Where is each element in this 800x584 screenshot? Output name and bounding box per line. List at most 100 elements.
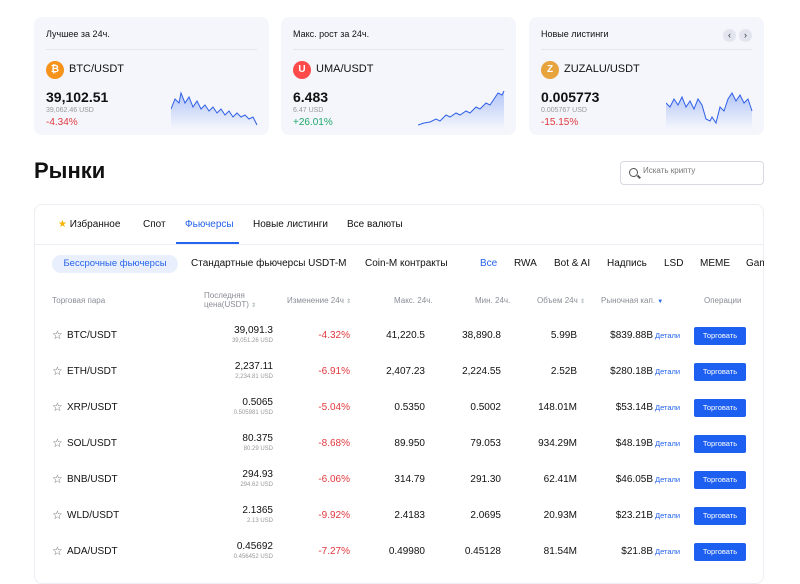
table-row[interactable]: ☆ WLD/USDT 2.1365 2.13 USD -9.92% 2.4183 2.069… bbox=[34, 500, 764, 536]
details-link[interactable]: Детали bbox=[655, 403, 681, 412]
trade-button[interactable]: Торговать bbox=[694, 399, 746, 417]
chevron-left-icon[interactable]: ‹ bbox=[723, 29, 736, 42]
row-high: 2.4183 bbox=[394, 510, 425, 521]
filter-all[interactable]: Все bbox=[480, 258, 498, 269]
sort-desc-icon: ▼ bbox=[657, 299, 664, 305]
details-link[interactable]: Детали bbox=[655, 439, 681, 448]
row-market-cap: $46.05B bbox=[615, 474, 653, 485]
card-new-listings[interactable]: Новые листинги ‹ › Z ZUZALU/USDT 0.00577… bbox=[529, 17, 764, 135]
chevron-right-icon[interactable]: › bbox=[739, 29, 752, 42]
favorite-star-icon[interactable]: ☆ bbox=[52, 328, 63, 342]
row-high: 0.5350 bbox=[394, 402, 425, 413]
tab-futures[interactable]: Фьючерсы bbox=[185, 219, 234, 230]
subtab-perpetual[interactable]: Бессрочные фьючерсы bbox=[52, 255, 178, 273]
row-last-price-usd: 0.456452 USD bbox=[233, 554, 273, 560]
row-last-price-usd: 0.505981 USD bbox=[233, 410, 273, 416]
row-change: -6.06% bbox=[318, 474, 350, 485]
search-box[interactable] bbox=[620, 161, 764, 185]
trade-button[interactable]: Торговать bbox=[694, 471, 746, 489]
details-link[interactable]: Детали bbox=[655, 367, 681, 376]
card-title: Лучшее за 24ч. bbox=[46, 29, 110, 39]
row-last-price-usd: 80.29 USD bbox=[243, 446, 273, 452]
filter-lsd[interactable]: LSD bbox=[664, 258, 684, 269]
filter-bot-ai[interactable]: Bot & AI bbox=[554, 258, 591, 269]
row-last-price: 2,237.11 bbox=[234, 361, 273, 372]
details-link[interactable]: Детали bbox=[655, 331, 681, 340]
filter-meme[interactable]: MEME bbox=[700, 258, 730, 269]
card-title: Макс. рост за 24ч. bbox=[293, 29, 370, 39]
subtab-coin-m[interactable]: Coin-M контракты bbox=[365, 258, 448, 269]
row-change: -8.68% bbox=[318, 438, 350, 449]
filter-inscription[interactable]: Надпись bbox=[607, 258, 647, 269]
table-row[interactable]: ☆ SOL/USDT 80.375 80.29 USD -8.68% 89.950 79.0… bbox=[34, 428, 764, 464]
favorite-star-icon[interactable]: ☆ bbox=[52, 508, 63, 522]
row-pair: ADA/USDT bbox=[67, 546, 118, 557]
card-price-usd: 6.47 USD bbox=[293, 107, 324, 114]
search-input[interactable] bbox=[643, 166, 758, 175]
card-price-usd: 0.005767 USD bbox=[541, 107, 587, 114]
row-market-cap: $839.88B bbox=[610, 330, 653, 341]
filter-gaming[interactable]: Gam bbox=[746, 258, 764, 269]
header-last-price[interactable]: Последняя цена(USDT) ⇕ bbox=[204, 291, 257, 309]
tab-spot[interactable]: Спот bbox=[143, 219, 166, 230]
favorite-star-icon[interactable]: ☆ bbox=[52, 544, 63, 558]
table-row[interactable]: ☆ ADA/USDT 0.45692 0.456452 USD -7.27% 0.4998… bbox=[34, 536, 764, 572]
table-row[interactable]: ☆ BNB/USDT 294.93 294.62 USD -6.06% 314.79 291… bbox=[34, 464, 764, 500]
card-best-24h[interactable]: Лучшее за 24ч. ₿ BTC/USDT 39,102.51 39,0… bbox=[34, 17, 269, 135]
favorite-star-icon[interactable]: ☆ bbox=[52, 436, 63, 450]
card-pair: ZUZALU/USDT bbox=[564, 63, 640, 75]
details-link[interactable]: Детали bbox=[655, 547, 681, 556]
header-operations: Операции bbox=[704, 296, 742, 305]
row-market-cap: $48.19B bbox=[615, 438, 653, 449]
row-pair: SOL/USDT bbox=[67, 438, 118, 449]
row-last-price: 2.1365 bbox=[242, 505, 273, 516]
row-change: -7.27% bbox=[318, 546, 350, 557]
card-pair: BTC/USDT bbox=[69, 63, 124, 75]
tab-favorites[interactable]: ★ Избранное bbox=[58, 219, 121, 230]
details-link[interactable]: Детали bbox=[655, 511, 681, 520]
table-row[interactable]: ☆ BTC/USDT 39,091.3 39,051.26 USD -4.32% 41,2… bbox=[34, 320, 764, 356]
divider bbox=[541, 49, 752, 50]
row-volume: 2.52B bbox=[550, 366, 577, 377]
card-change: -15.15% bbox=[541, 117, 579, 128]
table-row[interactable]: ☆ ETH/USDT 2,237.11 2,234.81 USD -6.91% 2,407… bbox=[34, 356, 764, 392]
row-last-price-usd: 2,234.81 USD bbox=[235, 374, 273, 380]
filter-rwa[interactable]: RWA bbox=[514, 258, 537, 269]
trade-button[interactable]: Торговать bbox=[694, 435, 746, 453]
favorite-star-icon[interactable]: ☆ bbox=[52, 472, 63, 486]
tab-new-listings[interactable]: Новые листинги bbox=[253, 219, 328, 230]
header-change[interactable]: Изменение 24ч ⇕ bbox=[287, 296, 352, 305]
row-volume: 148.01M bbox=[538, 402, 577, 413]
row-low: 0.5002 bbox=[470, 402, 501, 413]
trade-button[interactable]: Торговать bbox=[694, 327, 746, 345]
page-title: Рынки bbox=[34, 158, 106, 183]
trade-button[interactable]: Торговать bbox=[694, 363, 746, 381]
row-change: -5.04% bbox=[318, 402, 350, 413]
trade-button[interactable]: Торговать bbox=[694, 507, 746, 525]
header-volume[interactable]: Объем 24ч ⇕ bbox=[537, 296, 586, 305]
row-volume: 20.93M bbox=[543, 510, 577, 521]
row-pair: BTC/USDT bbox=[67, 330, 117, 341]
divider bbox=[46, 49, 257, 50]
card-price: 6.483 bbox=[293, 89, 329, 105]
card-top-gainer[interactable]: Макс. рост за 24ч. U UMA/USDT 6.483 6.47… bbox=[281, 17, 516, 135]
details-link[interactable]: Детали bbox=[655, 475, 681, 484]
tab-all-currencies[interactable]: Все валюты bbox=[347, 219, 403, 230]
card-title: Новые листинги bbox=[541, 29, 609, 39]
row-change: -6.91% bbox=[318, 366, 350, 377]
row-change: -4.32% bbox=[318, 330, 350, 341]
subtab-usdt-m[interactable]: Стандартные фьючерсы USDT-M bbox=[191, 258, 347, 269]
favorite-star-icon[interactable]: ☆ bbox=[52, 364, 63, 378]
row-high: 89.950 bbox=[394, 438, 425, 449]
row-low: 79.053 bbox=[470, 438, 501, 449]
row-pair: ETH/USDT bbox=[67, 366, 117, 377]
trade-button[interactable]: Торговать bbox=[694, 543, 746, 561]
favorite-star-icon[interactable]: ☆ bbox=[52, 400, 63, 414]
row-low: 291.30 bbox=[470, 474, 501, 485]
header-low: Мин. 24ч. bbox=[475, 296, 511, 305]
sort-icon: ⇕ bbox=[346, 299, 352, 305]
row-high: 2,407.23 bbox=[386, 366, 425, 377]
table-row[interactable]: ☆ XRP/USDT 0.5065 0.505981 USD -5.04% 0.5350 0… bbox=[34, 392, 764, 428]
row-volume: 5.99B bbox=[550, 330, 577, 341]
header-market-cap[interactable]: Рыночная кап. ▼ bbox=[601, 296, 664, 305]
